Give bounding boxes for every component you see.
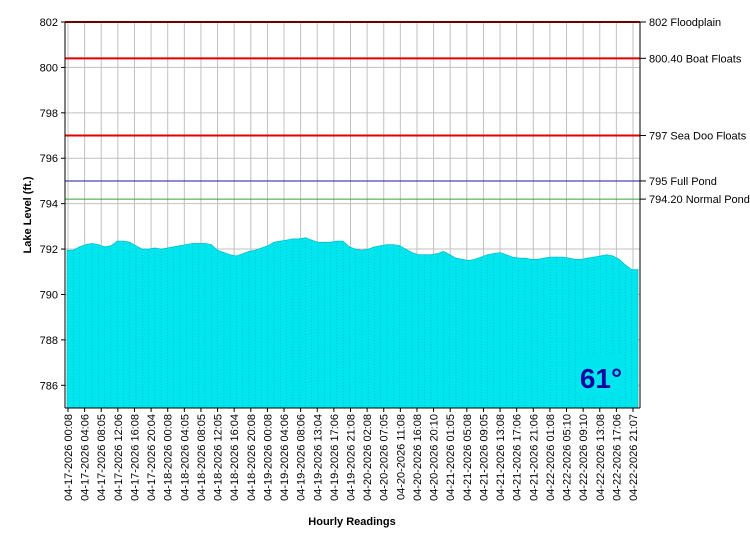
axes [64, 21, 641, 409]
x-tick-label: 04-18-2026 12:05 [213, 414, 225, 501]
x-tick-label: 04-17-2026 04:06 [80, 414, 92, 501]
x-tick-label: 04-19-2026 21:08 [346, 414, 358, 501]
reference-line-label: 802 Floodplain [649, 17, 721, 29]
x-tick-label: 04-19-2026 04:06 [279, 414, 291, 501]
reference-line-label: 800.40 Boat Floats [649, 53, 742, 65]
x-tick-label: 04-22-2026 05:10 [562, 414, 574, 501]
y-tick-label: 798 [40, 108, 58, 120]
x-tick-label: 04-21-2026 09:05 [478, 414, 490, 501]
x-tick-label: 04-18-2026 04:05 [179, 414, 191, 501]
y-tick-label: 800 [40, 62, 58, 74]
x-tick-label: 04-17-2026 12:06 [113, 414, 125, 501]
area-series [66, 237, 639, 409]
reference-line-label: 794.20 Normal Pond [649, 194, 750, 206]
y-tick-label: 796 [40, 153, 58, 165]
x-tick-label: 04-21-2026 17:06 [512, 414, 524, 501]
x-tick-label: 04-20-2026 07:05 [379, 414, 391, 501]
x-tick-label: 04-19-2026 08:06 [296, 414, 308, 501]
x-tick-label: 04-19-2026 00:08 [262, 414, 274, 501]
x-tick-label: 04-20-2026 02:08 [362, 414, 374, 501]
x-tick-label: 04-17-2026 08:05 [96, 414, 108, 501]
x-tick-label: 04-17-2026 16:08 [129, 414, 141, 501]
y-tick-labels: 786 788 790 792 794 796 798 800 802 [40, 17, 65, 392]
temperature-badge: 61° [577, 355, 625, 397]
x-tick-label: 04-22-2026 17:06 [611, 414, 623, 501]
x-tick-label: 04-18-2026 08:05 [196, 414, 208, 501]
x-tick-label: 04-20-2026 11:08 [395, 414, 407, 500]
x-tick-label: 04-17-2026 20:04 [146, 414, 158, 501]
x-tick-label: 04-18-2026 16:04 [229, 414, 241, 501]
reference-line-label: 795 Full Pond [649, 176, 717, 188]
x-tick-label: 04-19-2026 17:06 [329, 414, 341, 501]
x-tick-label: 04-21-2026 21:06 [528, 414, 540, 501]
x-tick-label: 04-20-2026 20:10 [429, 414, 441, 501]
x-tick-label: 04-22-2026 09:10 [578, 414, 590, 501]
x-tick-label: 04-21-2026 01:05 [445, 414, 457, 501]
x-tick-label: 04-21-2026 05:08 [462, 414, 474, 501]
y-axis-title: Lake Level (ft.) [22, 176, 34, 253]
x-tick-label: 04-17-2026 00:08 [63, 414, 75, 501]
x-tick-label: 04-18-2026 00:08 [163, 414, 175, 501]
lake-level-area [66, 237, 639, 409]
temperature-badge-bg [577, 355, 625, 397]
y-tick-label: 788 [40, 335, 58, 347]
x-axis-title: Hourly Readings [308, 516, 395, 528]
reference-line-label: 797 Sea Doo Floats [649, 131, 747, 143]
x-tick-label: 04-22-2026 13:08 [595, 414, 607, 501]
x-tick-label: 04-21-2026 13:08 [495, 414, 507, 501]
x-tick-label: 04-19-2026 13:04 [312, 414, 324, 501]
y-tick-label: 792 [40, 244, 58, 256]
x-tick-labels: 04-17-2026 00:08 04-17-2026 04:06 04-17-20… [63, 408, 640, 501]
x-tick-label: 04-22-2026 01:08 [545, 414, 557, 501]
y-tick-label: 790 [40, 289, 58, 301]
temperature-badge-text: 61° [580, 363, 622, 394]
y-tick-label: 802 [40, 17, 58, 29]
x-tick-label: 04-22-2026 21:07 [628, 414, 640, 501]
x-tick-label: 04-18-2026 20:08 [246, 414, 258, 501]
y-tick-label: 786 [40, 380, 58, 392]
y-tick-label: 794 [40, 199, 58, 211]
x-tick-label: 04-20-2026 16:08 [412, 414, 424, 501]
